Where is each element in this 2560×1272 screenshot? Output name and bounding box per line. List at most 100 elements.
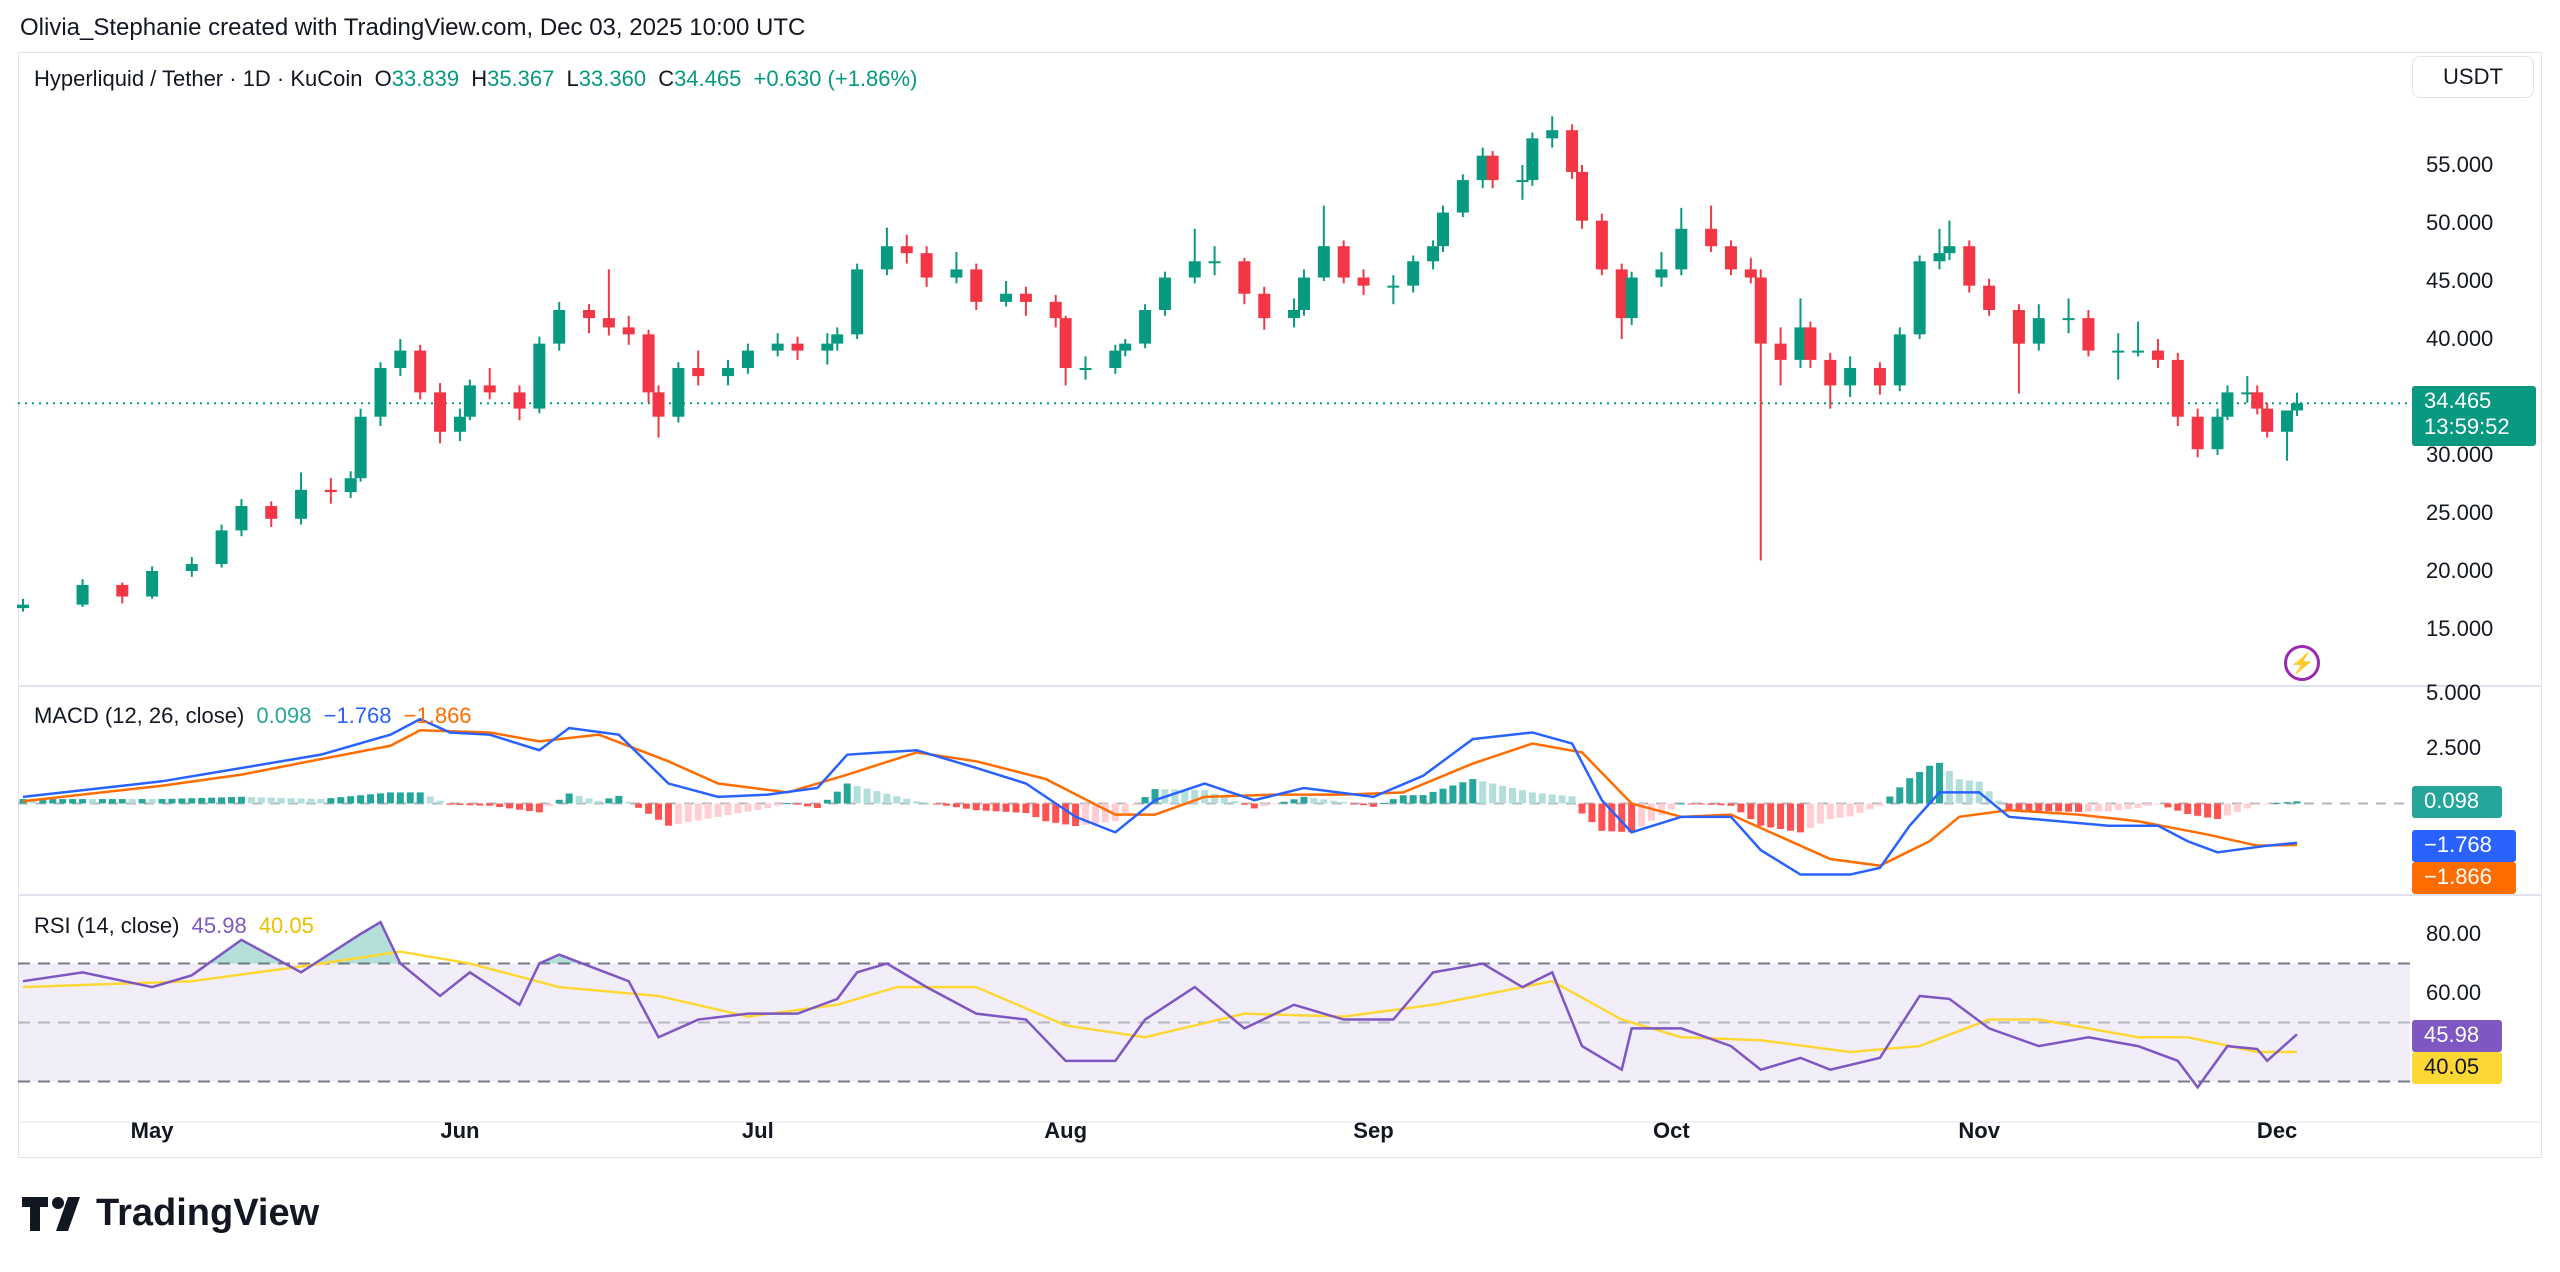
currency-button[interactable]: USDT [2412, 56, 2534, 98]
candle [880, 227, 893, 276]
candle [414, 344, 427, 400]
candle-body [2290, 403, 2303, 411]
candle-body [1000, 293, 1013, 302]
candle [295, 472, 308, 525]
candle [1625, 271, 1638, 326]
candle-body [1724, 246, 1737, 270]
macd-histogram-bar [962, 803, 970, 809]
candle-body [17, 604, 29, 609]
macd-histogram-bar [496, 803, 504, 808]
macd-histogram-bar [1985, 791, 1993, 804]
macd-histogram-bar [1250, 803, 1258, 809]
macd-histogram-bar [1657, 803, 1665, 816]
candle [344, 471, 357, 498]
macd-histogram-bar [2144, 803, 2152, 807]
candle [1119, 339, 1132, 357]
macd-histogram-bar [2164, 803, 2172, 808]
candle-body [1019, 293, 1032, 302]
candle-body [1566, 130, 1579, 172]
candle-body [1476, 155, 1489, 181]
macd-histogram-bar [595, 800, 603, 804]
candle [652, 385, 665, 438]
lightning-icon[interactable]: ⚡ [2284, 645, 2320, 681]
candle-body [2151, 350, 2164, 360]
macd-histogram-bar [198, 797, 206, 804]
change-value: +0.630 (+1.86%) [753, 66, 918, 91]
macd-histogram-bar [168, 798, 176, 804]
candle-body [1119, 343, 1132, 351]
macd-histogram-bar [2114, 803, 2122, 811]
candle-body [265, 506, 278, 519]
candle-body [741, 350, 754, 368]
macd-histogram-bar [645, 803, 653, 814]
macd-histogram-bar [1082, 803, 1090, 825]
candle-body [1387, 285, 1400, 288]
candle [1576, 165, 1589, 229]
candle [2082, 310, 2095, 357]
candle [1357, 269, 1370, 295]
candle [831, 327, 844, 351]
macd-histogram-bar [1687, 803, 1695, 805]
macd-histogram-bar [545, 803, 553, 807]
candle-body [1049, 301, 1062, 319]
candle-body [1427, 246, 1440, 262]
macd-histogram-bar [247, 797, 255, 804]
candle [1744, 257, 1757, 284]
symbol-legend: Hyperliquid / Tether · 1D · KuCoin O33.8… [34, 66, 918, 91]
open-value: 33.839 [391, 66, 460, 91]
candle [2132, 321, 2145, 357]
candle-body [1873, 368, 1886, 386]
macd-histogram-bar [863, 788, 871, 804]
macd-histogram-bar [674, 803, 682, 824]
candle-body [1754, 277, 1767, 344]
macd-histogram-bar [2124, 803, 2132, 810]
candle [2191, 408, 2204, 458]
candle-body [1804, 327, 1817, 360]
macd-histogram-bar [1369, 803, 1377, 807]
symbol-name[interactable]: Hyperliquid / Tether · 1D · KuCoin [34, 66, 363, 91]
candle [324, 478, 337, 504]
macd-histogram-bar [208, 797, 216, 804]
bar-countdown: 13:59:52 [2424, 414, 2510, 439]
candle-body [453, 416, 466, 432]
macd-histogram-bar [476, 803, 484, 806]
candle-body [76, 584, 89, 605]
candle [2151, 339, 2164, 368]
macd-axis-label: 2.500 [2426, 735, 2482, 760]
macd-histogram-bar [794, 803, 802, 805]
candle-body [2082, 318, 2095, 351]
candle-body [344, 478, 357, 493]
macd-legend[interactable]: MACD (12, 26, close) 0.098 −1.768 −1.866 [34, 703, 478, 729]
candle [1109, 344, 1122, 374]
candle-body [374, 368, 387, 417]
macd-hist-tag: 0.098 [2412, 786, 2502, 818]
candle-body [2221, 392, 2234, 417]
candle [483, 368, 496, 400]
macd-histogram-bar [1578, 803, 1586, 814]
candle-body [414, 350, 427, 393]
candle [642, 329, 655, 403]
candle-body [513, 392, 526, 409]
macd-histogram-bar [2025, 803, 2033, 811]
candle-body [1705, 228, 1718, 247]
macd-histogram-bar [813, 803, 821, 808]
candle [2241, 376, 2254, 403]
macd-histogram-bar [1419, 795, 1427, 804]
time-axis-label: Aug [1044, 1118, 1088, 1143]
candle [771, 333, 784, 357]
macd-histogram-bar [376, 793, 384, 804]
macd-histogram-bar [1697, 803, 1705, 805]
rsi-legend[interactable]: RSI (14, close) 45.98 40.05 [34, 913, 320, 939]
candle [1655, 252, 1668, 287]
macd-histogram-bar [2045, 803, 2053, 812]
macd-histogram-bar [317, 799, 325, 804]
macd-histogram-bar [297, 798, 305, 804]
candle-body [354, 416, 367, 479]
candle-body [235, 506, 248, 531]
candle [1794, 298, 1807, 368]
macd-histogram-bar [1221, 797, 1229, 804]
candle-body [583, 310, 596, 319]
macd-histogram-bar [2075, 803, 2083, 812]
macd-histogram-bar [1777, 803, 1785, 830]
